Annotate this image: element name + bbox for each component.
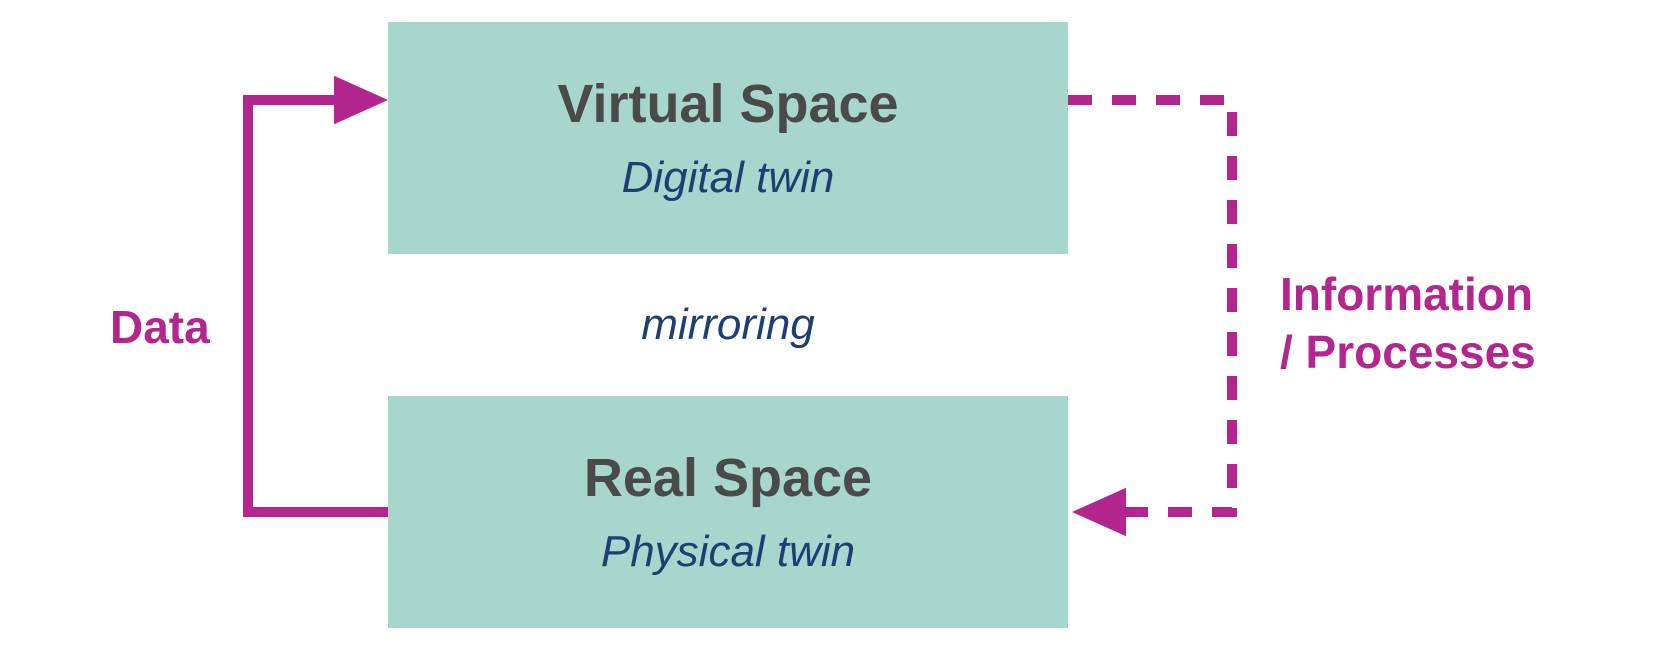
box-virtual-space: Virtual Space Digital twin: [388, 22, 1068, 254]
label-data: Data: [110, 300, 210, 354]
label-info-line2: / Processes: [1280, 324, 1536, 382]
diagram-canvas: Virtual Space Digital twin Real Space Ph…: [0, 0, 1680, 669]
box-real-title: Real Space: [584, 447, 872, 509]
box-real-subtitle: Physical twin: [601, 527, 855, 577]
label-information-processes: Information / Processes: [1280, 266, 1536, 381]
box-virtual-subtitle: Digital twin: [622, 153, 835, 203]
label-info-line1: Information: [1280, 266, 1536, 324]
box-virtual-title: Virtual Space: [557, 73, 898, 135]
label-mirroring: mirroring: [388, 300, 1068, 350]
box-real-space: Real Space Physical twin: [388, 396, 1068, 628]
